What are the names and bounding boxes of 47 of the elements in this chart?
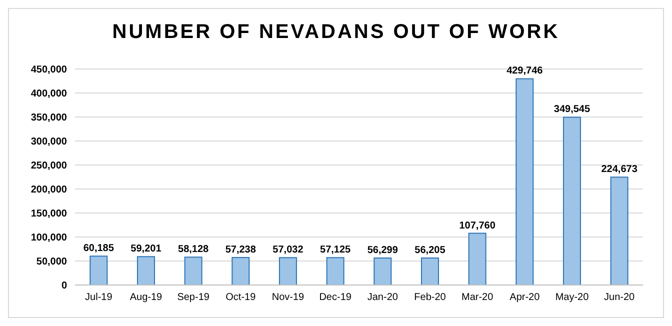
x-tick-label: Mar-20 — [461, 292, 494, 304]
y-tick-label: 200,000 — [30, 184, 68, 196]
bar — [232, 257, 250, 285]
data-label: 349,545 — [554, 104, 590, 116]
chart-title: NUMBER OF NEVADANS OUT OF WORK — [111, 20, 561, 45]
x-tick-label: Oct-19 — [226, 292, 256, 304]
x-tick-label: Aug-19 — [130, 292, 163, 304]
x-tick-label: Jan-20 — [367, 292, 398, 304]
data-label: 58,128 — [178, 244, 210, 256]
y-tick-label: 300,000 — [30, 136, 68, 148]
data-label: 60,185 — [83, 243, 114, 254]
y-tick-label: 0 — [61, 280, 68, 292]
bar — [562, 116, 581, 285]
bar — [468, 232, 486, 285]
x-tick-label: Apr-20 — [510, 292, 540, 304]
bar — [516, 78, 534, 285]
data-label: 107,760 — [459, 220, 496, 232]
data-label: 224,673 — [601, 164, 638, 176]
x-tick-label: Nov-19 — [272, 292, 305, 304]
data-label: 56,205 — [414, 245, 446, 256]
y-tick-label: 150,000 — [30, 208, 68, 220]
x-tick-label: Jul-19 — [85, 292, 113, 304]
bar — [184, 256, 202, 285]
data-label: 429,746 — [506, 66, 544, 77]
y-tick-label: 50,000 — [36, 256, 68, 268]
y-tick-label: 100,000 — [30, 232, 68, 244]
y-tick-label: 350,000 — [30, 112, 68, 124]
data-label: 56,299 — [367, 244, 398, 256]
bar — [136, 256, 155, 285]
bar — [420, 258, 439, 285]
bar — [326, 257, 344, 285]
y-tick-label: 450,000 — [30, 64, 68, 76]
x-tick-label: Jun-20 — [604, 292, 636, 304]
bar — [90, 256, 108, 285]
bar — [610, 176, 628, 285]
x-tick-label: Sep-19 — [177, 292, 210, 304]
data-label: 57,125 — [320, 244, 352, 256]
x-tick-label: Feb-20 — [414, 292, 446, 304]
bar — [278, 257, 297, 285]
y-tick-label: 250,000 — [30, 160, 68, 172]
x-tick-label: May-20 — [555, 292, 590, 304]
y-tick-label: 400,000 — [30, 88, 68, 100]
x-tick-label: Dec-19 — [319, 292, 352, 304]
bar — [374, 257, 392, 285]
data-label: 59,201 — [130, 244, 162, 255]
data-label: 57,032 — [272, 244, 304, 256]
data-label: 57,238 — [225, 244, 256, 256]
